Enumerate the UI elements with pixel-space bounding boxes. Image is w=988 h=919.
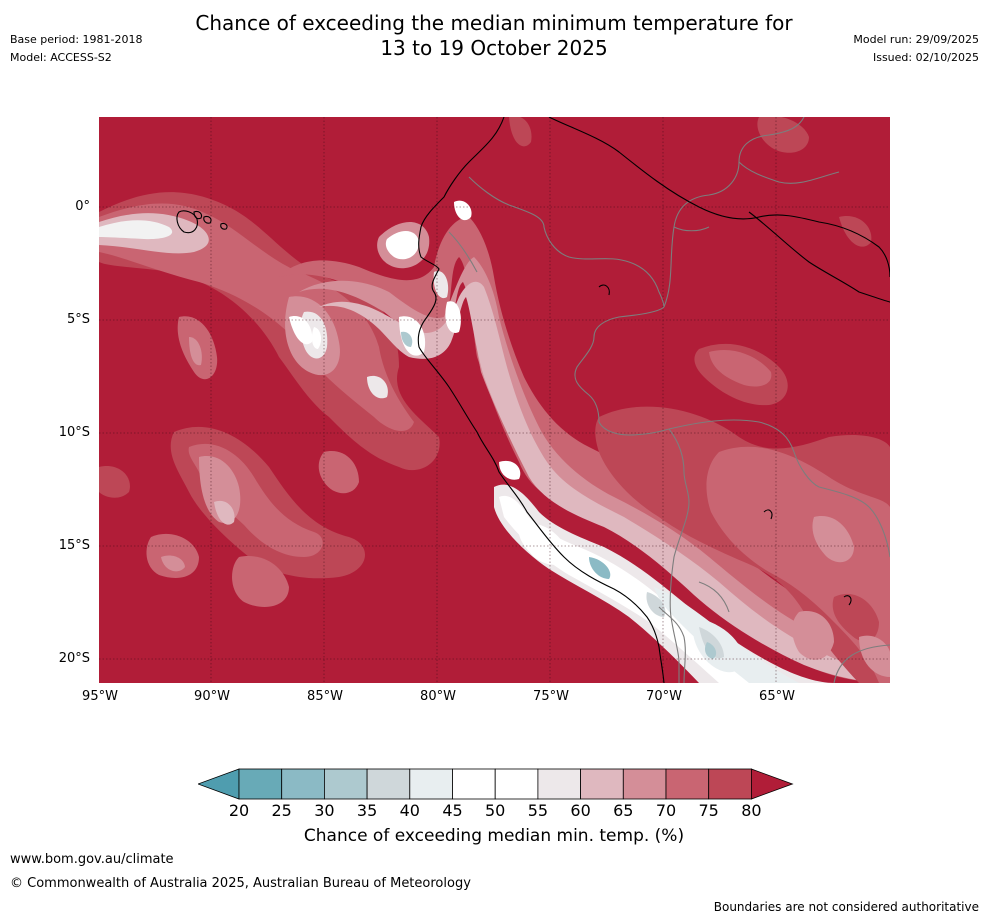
colorbar-cells: [198, 768, 794, 800]
footer-url: www.bom.gov.au/climate: [10, 852, 174, 867]
colorbar-cell: [238, 768, 283, 800]
footer-disclaimer: Boundaries are not considered authoritat…: [713, 900, 979, 914]
y-tick-5s: 5°S: [66, 312, 90, 327]
colorbar-tick-label: 40: [399, 801, 420, 820]
country-borders: [448, 117, 890, 683]
colorbar-cell: [708, 768, 752, 800]
base-period-text: Base period: 1981-2018: [10, 33, 143, 46]
x-tick-75w: 75°W: [533, 689, 569, 704]
colorbar-tick-label: 25: [271, 801, 292, 820]
y-tick-10s: 10°S: [58, 425, 90, 440]
colorbar-tick-label: 70: [655, 801, 677, 820]
model-run-text: Model run: 29/09/2025: [853, 33, 979, 46]
colorbar-tick-label: 20: [228, 801, 250, 820]
colorbar-tick-label: 65: [613, 801, 634, 820]
colorbar-cell: [452, 768, 496, 800]
issued-text: Issued: 02/10/2025: [872, 51, 979, 64]
probability-map: [99, 117, 890, 683]
x-tick-70w: 70°W: [646, 689, 682, 704]
x-tick-65w: 65°W: [759, 689, 795, 704]
colorbar-cell: [409, 768, 453, 800]
graticule: [99, 117, 890, 683]
colorbar-tick-label: 80: [741, 801, 762, 820]
x-tick-95w: 95°W: [82, 689, 118, 704]
x-tick-85w: 85°W: [307, 689, 343, 704]
colorbar-tick-label: 30: [314, 801, 335, 820]
coastline: [176, 117, 890, 683]
colorbar-cell: [281, 768, 325, 800]
east-anomaly-zones: [509, 117, 890, 683]
colorbar-tick-label: 50: [485, 801, 506, 820]
y-tick-0: 0°: [75, 199, 90, 214]
colorbar-tick-label: 45: [442, 801, 463, 820]
x-tick-80w: 80°W: [420, 689, 456, 704]
map-svg: [99, 117, 890, 683]
colorbar-tick-label: 55: [527, 801, 549, 820]
x-tick-90w: 90°W: [194, 689, 230, 704]
colorbar-over-arrow: [751, 768, 794, 800]
colorbar-cell: [622, 768, 667, 800]
colorbar-under-arrow: [198, 768, 240, 800]
colorbar: [198, 768, 794, 800]
ocean-anomaly-zones: [99, 192, 440, 607]
colorbar-cell: [366, 768, 411, 800]
model-text: Model: ACCESS-S2: [10, 51, 112, 64]
colorbar-tick-label: 35: [356, 801, 378, 820]
colorbar-cell: [324, 768, 368, 800]
colorbar-tick-label: 75: [698, 801, 719, 820]
colorbar-cell: [665, 768, 710, 800]
y-tick-15s: 15°S: [58, 538, 90, 553]
coastal-anomaly-band: [279, 217, 890, 683]
map-title: Chance of exceeding the median minimum t…: [0, 11, 988, 61]
title-line-2: 13 to 19 October 2025: [380, 36, 608, 60]
colorbar-tick-label: 60: [570, 801, 591, 820]
y-tick-20s: 20°S: [58, 651, 90, 666]
colorbar-cell: [580, 768, 624, 800]
colorbar-label: Chance of exceeding median min. temp. (%…: [303, 826, 685, 846]
colorbar-cell: [494, 768, 539, 800]
colorbar-cell: [537, 768, 581, 800]
title-line-1: Chance of exceeding the median minimum t…: [195, 11, 793, 35]
footer-copyright: © Commonwealth of Australia 2025, Austra…: [10, 876, 471, 891]
